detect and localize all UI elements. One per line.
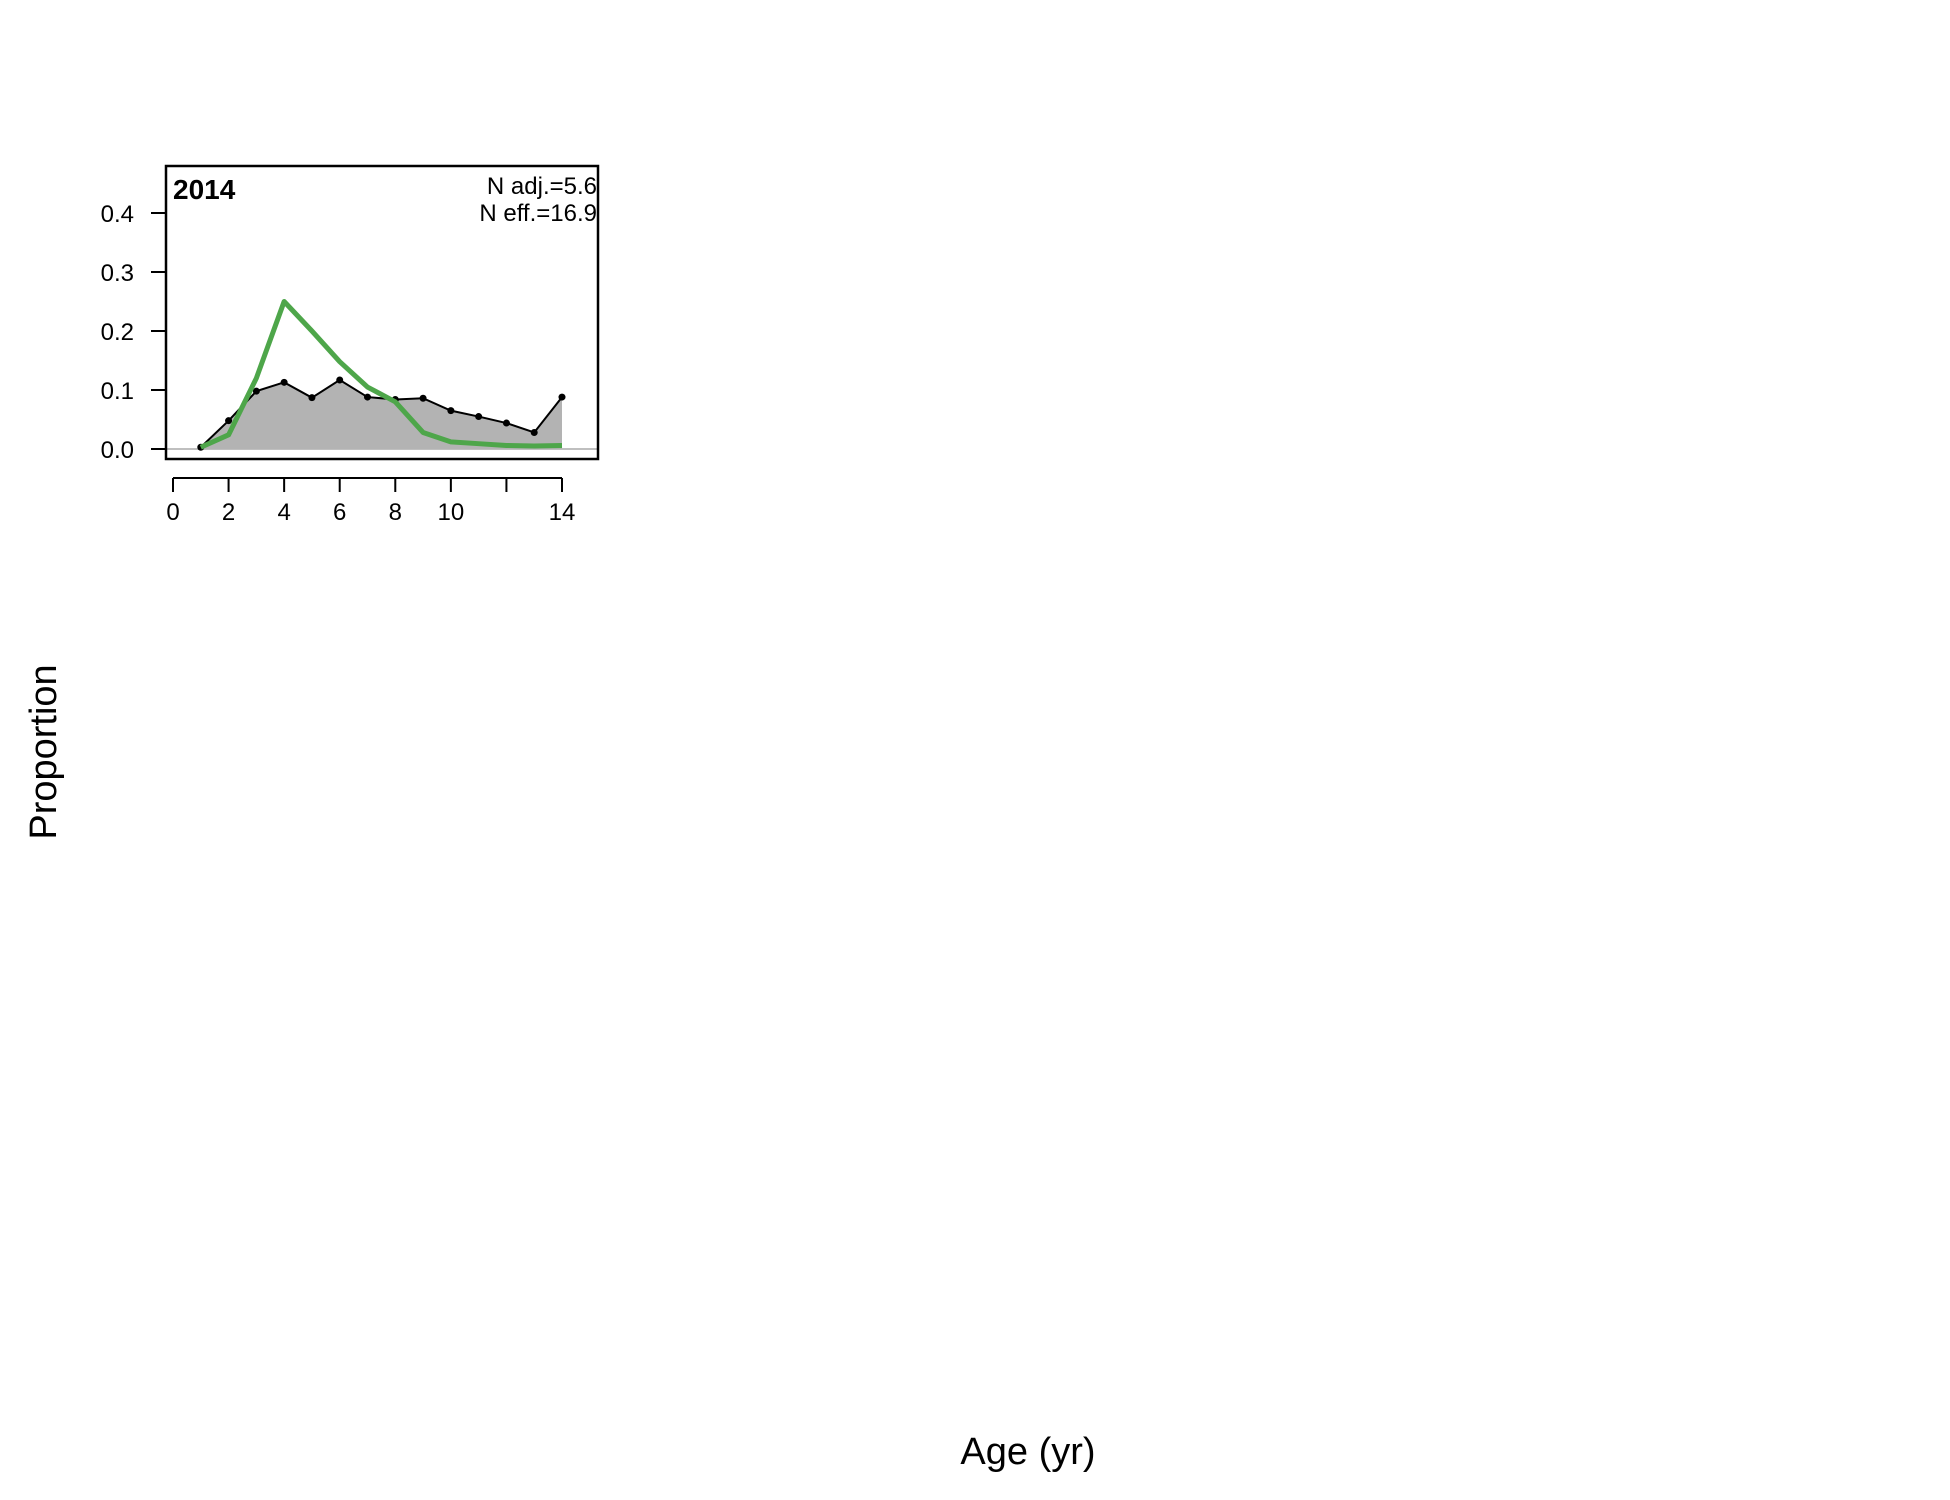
y-axis-title: Proportion bbox=[23, 664, 65, 839]
plot-frame bbox=[164, 164, 600, 461]
x-tick-label: 8 bbox=[389, 499, 402, 526]
observed-point-age-4 bbox=[280, 378, 288, 386]
observed-point-age-12 bbox=[502, 419, 510, 427]
x-tick-label: 4 bbox=[277, 499, 290, 526]
observed-point-age-5 bbox=[308, 394, 316, 402]
x-axis-title: Age (yr) bbox=[960, 1431, 1095, 1473]
x-tick-label: 10 bbox=[438, 499, 465, 526]
observed-point-age-13 bbox=[530, 428, 538, 436]
observed-point-age-11 bbox=[475, 413, 483, 421]
observed-line bbox=[200, 378, 563, 448]
y-tick-label: 0.3 bbox=[101, 260, 134, 287]
expected-line bbox=[199, 299, 563, 450]
observed-point-age-10 bbox=[447, 407, 455, 415]
x-axis: 0 2 4 6 8 10 14 bbox=[166, 477, 576, 526]
observed-area bbox=[200, 379, 563, 449]
observed-point-age-14 bbox=[558, 393, 566, 401]
y-axis: 0.0 0.1 0.2 0.3 0.4 bbox=[101, 201, 166, 464]
observed-point-age-7 bbox=[364, 393, 371, 401]
observed-point-age-6 bbox=[336, 376, 344, 384]
x-tick-label: 14 bbox=[549, 499, 576, 526]
observed-point-age-9 bbox=[419, 394, 427, 402]
y-tick-label: 0.2 bbox=[101, 319, 134, 346]
panel-2014: 0.0 0.1 0.2 0.3 0.4 0 2 4 6 8 10 14 2014 N adj.=5.… bbox=[101, 164, 600, 526]
y-tick-label: 0.1 bbox=[101, 378, 134, 405]
x-tick-label: 6 bbox=[333, 499, 346, 526]
x-tick-label: 0 bbox=[166, 499, 179, 526]
panel-year-label: 2014 bbox=[173, 174, 236, 205]
n-effective-label: N eff.=16.9 bbox=[479, 200, 597, 227]
n-adjusted-label: N adj.=5.6 bbox=[487, 173, 597, 200]
observed-point-age-2 bbox=[225, 417, 233, 425]
observed-points bbox=[197, 376, 566, 451]
y-tick-label: 0.4 bbox=[101, 201, 134, 228]
x-tick-label: 2 bbox=[222, 499, 235, 526]
y-tick-label: 0.0 bbox=[101, 437, 134, 464]
observed-point-age-3 bbox=[252, 387, 260, 395]
